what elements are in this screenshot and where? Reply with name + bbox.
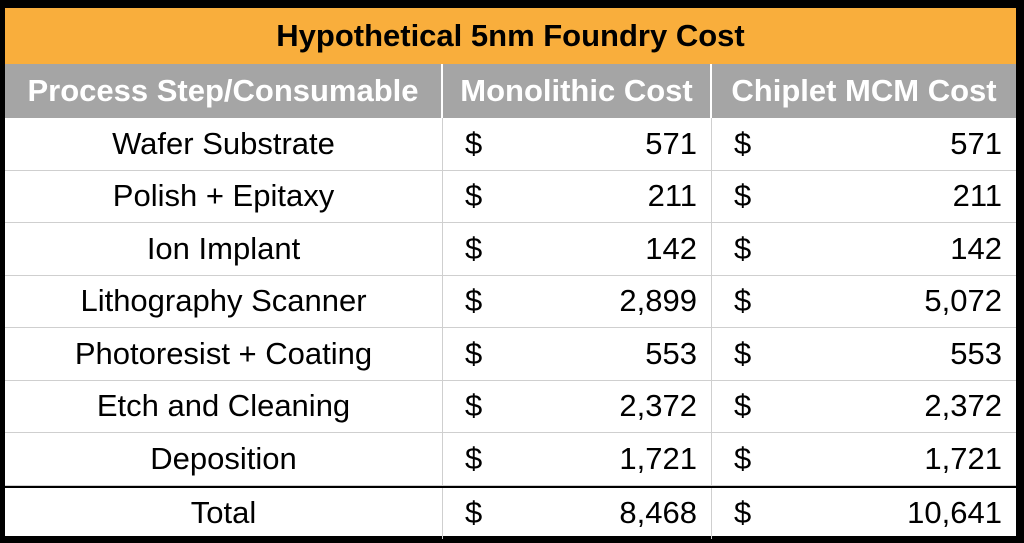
monolithic-cost-cell: $2,899	[443, 275, 712, 327]
process-step-label: Ion Implant	[5, 223, 443, 275]
table-row: Photoresist + Coating $553 $553	[5, 328, 1016, 381]
monolithic-cost-cell: $142	[443, 223, 712, 275]
cost-value: 2,372	[924, 388, 1002, 424]
currency-symbol: $	[734, 388, 752, 424]
cost-table: Hypothetical 5nm Foundry Cost Process St…	[5, 8, 1016, 539]
monolithic-cost-cell: $8,468	[443, 487, 712, 539]
total-row: Total $8,468 $10,641	[5, 485, 1016, 539]
table-row: Deposition $1,721 $1,721	[5, 433, 1016, 486]
cost-value: 571	[645, 125, 697, 161]
currency-symbol: $	[734, 495, 752, 530]
currency-symbol: $	[734, 230, 752, 266]
currency-symbol: $	[465, 388, 483, 424]
cost-value: 2,899	[619, 283, 697, 319]
table-row: Lithography Scanner $2,899 $5,072	[5, 275, 1016, 328]
currency-symbol: $	[465, 230, 483, 266]
process-step-label: Lithography Scanner	[5, 275, 443, 327]
chiplet-cost-cell: $10,641	[712, 488, 1016, 539]
cost-value: 2,372	[619, 388, 697, 424]
process-step-label: Deposition	[5, 433, 443, 485]
currency-symbol: $	[465, 335, 483, 371]
process-step-label: Etch and Cleaning	[5, 380, 443, 432]
table-row: Ion Implant $142 $142	[5, 223, 1016, 276]
chiplet-cost-cell: $1,721	[712, 433, 1016, 485]
currency-symbol: $	[734, 283, 752, 319]
table-row: Etch and Cleaning $2,372 $2,372	[5, 380, 1016, 433]
process-step-label: Wafer Substrate	[5, 118, 443, 170]
monolithic-cost-cell: $1,721	[443, 433, 712, 485]
monolithic-cost-cell: $553	[443, 328, 712, 380]
chiplet-cost-cell: $553	[712, 328, 1016, 380]
cost-value: 8,468	[619, 495, 697, 530]
monolithic-cost-cell: $2,372	[443, 380, 712, 432]
monolithic-cost-cell: $211	[443, 170, 712, 222]
currency-symbol: $	[465, 283, 483, 319]
header-row: Process Step/Consumable Monolithic Cost …	[5, 64, 1016, 118]
currency-symbol: $	[465, 495, 483, 530]
header-chiplet-cost: Chiplet MCM Cost	[731, 73, 997, 108]
chiplet-cost-cell: $142	[712, 223, 1016, 275]
chiplet-cost-cell: $5,072	[712, 276, 1016, 328]
process-step-label: Photoresist + Coating	[5, 328, 443, 380]
table-body: Wafer Substrate $571 $571 Polish + Epitaxy $…	[5, 118, 1016, 539]
cost-value: 571	[950, 125, 1002, 161]
table-row: Wafer Substrate $571 $571	[5, 118, 1016, 171]
currency-symbol: $	[465, 178, 483, 214]
currency-symbol: $	[465, 125, 483, 161]
table-title: Hypothetical 5nm Foundry Cost	[5, 8, 1016, 65]
cost-value: 553	[950, 335, 1002, 371]
chiplet-cost-cell: $2,372	[712, 381, 1016, 433]
cost-value: 142	[950, 230, 1002, 266]
cost-value: 5,072	[924, 283, 1002, 319]
cost-value: 553	[645, 335, 697, 371]
cost-value: 211	[952, 178, 1002, 214]
cost-value: 211	[647, 178, 697, 214]
currency-symbol: $	[465, 440, 483, 476]
table-row: Polish + Epitaxy $211 $211	[5, 170, 1016, 223]
chiplet-cost-cell: $571	[712, 118, 1016, 170]
cost-value: 1,721	[619, 440, 697, 476]
header-monolithic-cost: Monolithic Cost	[443, 64, 712, 118]
cost-value: 10,641	[907, 495, 1002, 530]
cost-value: 142	[645, 230, 697, 266]
process-step-label: Polish + Epitaxy	[5, 170, 443, 222]
currency-symbol: $	[734, 125, 752, 161]
monolithic-cost-cell: $571	[443, 118, 712, 170]
cost-value: 1,721	[924, 440, 1002, 476]
currency-symbol: $	[734, 335, 752, 371]
currency-symbol: $	[734, 178, 752, 214]
total-label: Total	[5, 487, 443, 539]
header-process-step: Process Step/Consumable	[5, 64, 443, 118]
currency-symbol: $	[734, 440, 752, 476]
chiplet-cost-cell: $211	[712, 171, 1016, 223]
